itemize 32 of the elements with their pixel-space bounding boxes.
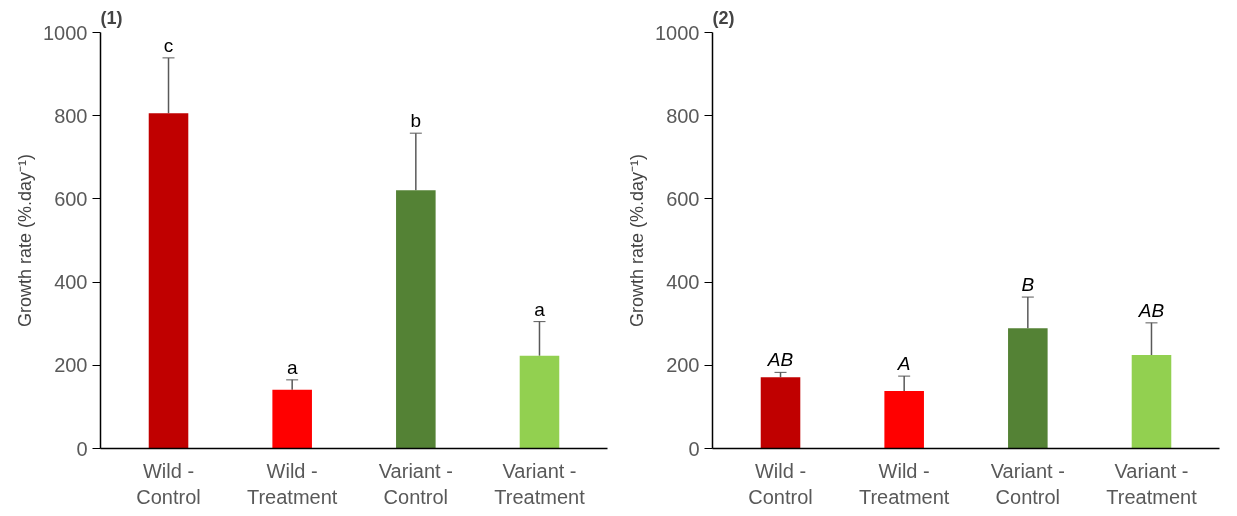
x-tick-label: Variant - Treatment bbox=[494, 459, 586, 508]
y-tick-label: 200 bbox=[54, 354, 88, 377]
x-tick-label: Variant - Control bbox=[378, 459, 453, 508]
annotation: B bbox=[1021, 274, 1035, 296]
x-tick-label: Wild - Control bbox=[136, 459, 201, 508]
annotation: a bbox=[286, 356, 298, 378]
chart-title: (1) bbox=[100, 7, 123, 28]
annotation: a bbox=[534, 298, 546, 320]
annotation: AB bbox=[1137, 299, 1165, 321]
y-tick-label: 800 bbox=[54, 104, 88, 127]
y-tick-label: 600 bbox=[54, 187, 88, 210]
y-tick-label: 200 bbox=[666, 354, 700, 377]
annotation: c bbox=[163, 34, 174, 56]
x-tick-label: Wild - Treatment bbox=[858, 459, 950, 508]
y-tick-label: 400 bbox=[666, 271, 700, 294]
y-tick-label: 600 bbox=[666, 187, 700, 210]
y-tick-label: 400 bbox=[54, 271, 88, 294]
y-tick-label: 1000 bbox=[655, 21, 700, 44]
annotation: AB bbox=[766, 349, 794, 371]
y-tick-label: 1000 bbox=[43, 21, 88, 44]
y-tick-label: 800 bbox=[666, 104, 700, 127]
y-axis-title: Growth rate (%.day⁻¹) bbox=[15, 153, 36, 328]
x-tick-label: Wild - Control bbox=[748, 459, 813, 508]
x-tick-label: Variant - Treatment bbox=[1106, 459, 1198, 508]
x-tick-label: Variant - Control bbox=[990, 459, 1065, 508]
annotation: b bbox=[410, 110, 422, 132]
chart-title: (2) bbox=[712, 7, 735, 28]
annotation: A bbox=[896, 353, 911, 375]
x-tick-label: Wild - Treatment bbox=[246, 459, 338, 508]
y-tick-label: 0 bbox=[76, 437, 88, 460]
y-tick-label: 0 bbox=[688, 437, 700, 460]
y-axis-title: Growth rate (%.day⁻¹) bbox=[627, 153, 648, 328]
